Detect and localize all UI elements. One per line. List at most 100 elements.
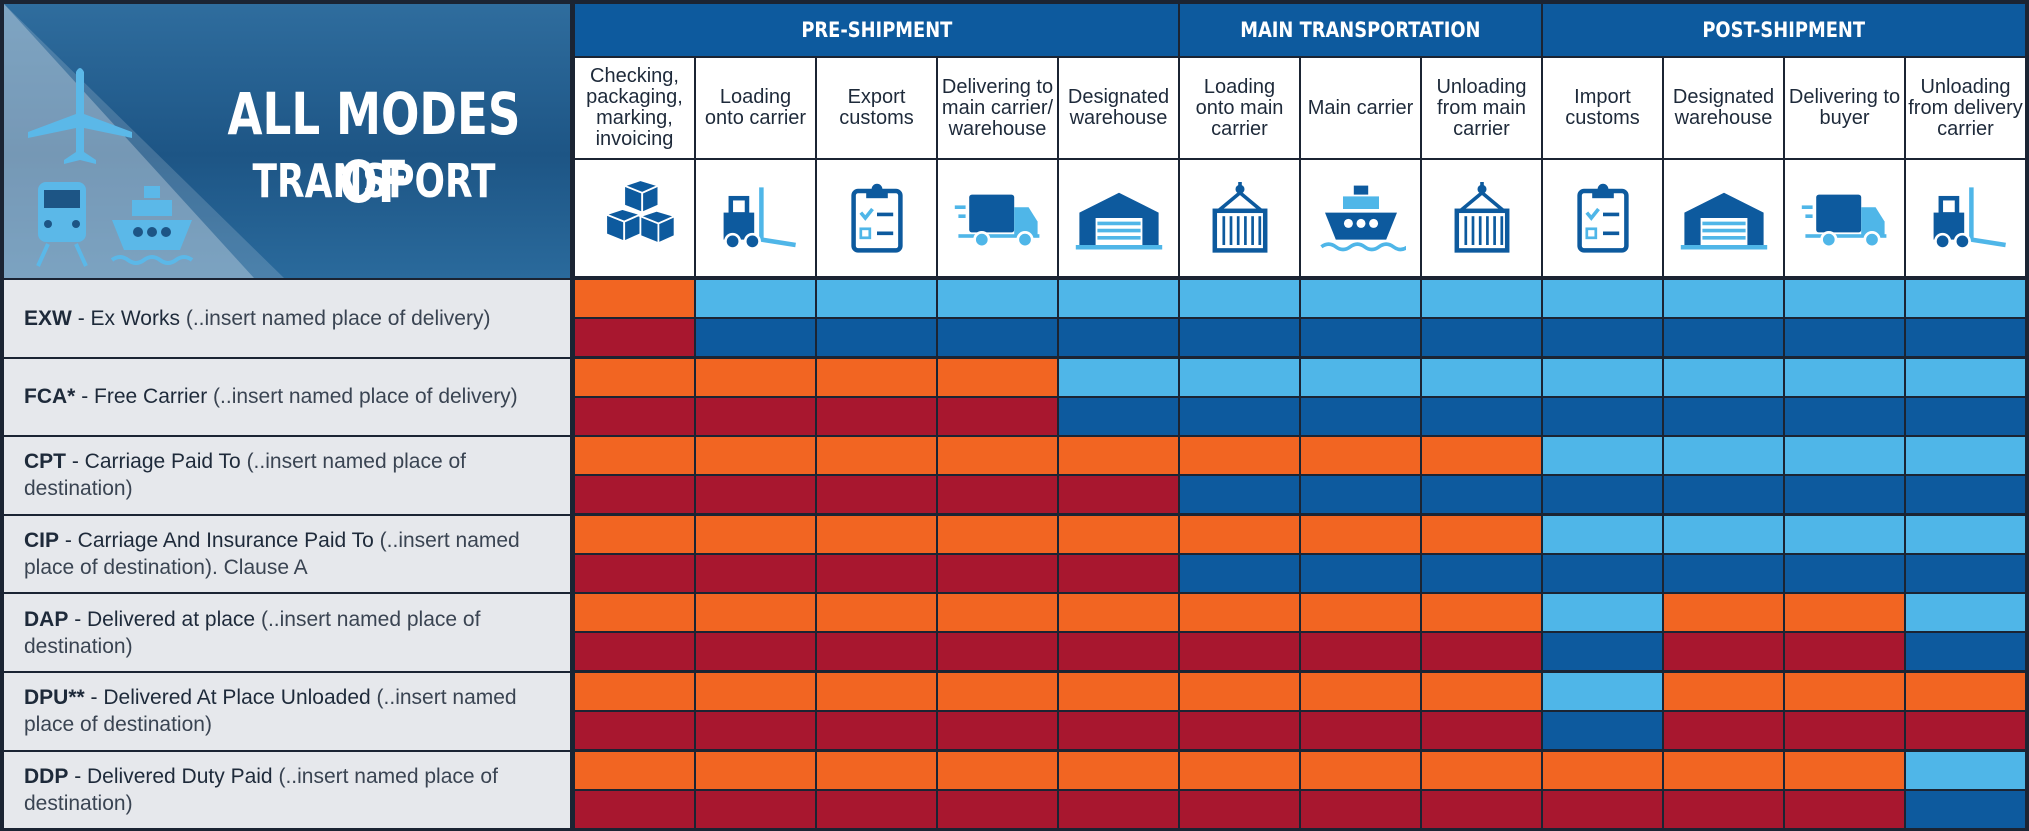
term-name: - Carriage Paid To	[71, 450, 241, 474]
cost-cell	[1422, 790, 1541, 828]
cost-cell	[817, 319, 936, 356]
boxes-icon	[590, 178, 680, 258]
term-code: DDP	[24, 764, 69, 788]
cost-cell	[1059, 790, 1178, 828]
cost-cell	[1180, 319, 1299, 356]
cost-cell	[1301, 633, 1420, 671]
cost-cell	[938, 319, 1057, 356]
group-label: PRE-SHIPMENT	[800, 18, 953, 42]
risk-cell	[817, 358, 936, 396]
column-label: Unloading from delivery carrier	[1906, 58, 2025, 158]
risk-cell	[1543, 515, 1662, 553]
cost-cell	[1422, 397, 1541, 435]
risk-cell	[696, 437, 815, 475]
risk-cell	[1543, 437, 1662, 475]
cost-cell	[1664, 476, 1783, 514]
cost-cell	[817, 790, 936, 828]
risk-cell	[1543, 594, 1662, 632]
clipboard-icon	[1558, 178, 1648, 258]
cost-cell	[938, 712, 1057, 749]
cost-cell	[817, 633, 936, 671]
cost-cell	[1543, 554, 1662, 592]
term-detail: (..insert named place of destination)	[24, 450, 467, 501]
column-header: PRE-SHIPMENT MAIN TRANSPORTATION POST-SH…	[575, 4, 2025, 276]
warehouse-icon	[1074, 178, 1164, 258]
term-text: CPT - Carriage Paid To (..insert named p…	[24, 448, 556, 502]
truck-icon	[953, 178, 1043, 258]
risk-cell	[1180, 280, 1299, 317]
column-label: Delivering to main carrier/ warehouse	[938, 58, 1057, 158]
group-label: MAIN TRANSPORTATION	[1240, 18, 1481, 42]
cost-cell	[1422, 476, 1541, 514]
cost-cell	[1664, 790, 1783, 828]
risk-cell	[938, 358, 1057, 396]
risk-cell	[1906, 358, 2025, 396]
term-code: CPT	[24, 450, 66, 474]
term-detail: (..insert named place of delivery)	[213, 385, 518, 409]
risk-cell	[696, 594, 815, 632]
cost-cell	[1180, 397, 1299, 435]
risk-cell	[817, 673, 936, 710]
column-label: Checking, packaging, marking, invoicing	[575, 58, 694, 158]
risk-cell	[575, 437, 694, 475]
risk-cell	[1785, 280, 1904, 317]
term-label: CPT - Carriage Paid To (..insert named p…	[4, 437, 570, 514]
risk-cell	[1059, 515, 1178, 553]
risk-cell	[1543, 280, 1662, 317]
group-label: POST-SHIPMENT	[1702, 18, 1866, 42]
cost-cell	[1785, 476, 1904, 514]
risk-cell	[938, 437, 1057, 475]
column-label: Designated warehouse	[1059, 58, 1178, 158]
term-text: CIP - Carriage And Insurance Paid To (..…	[24, 527, 556, 581]
group-header: PRE-SHIPMENT	[575, 4, 1178, 56]
risk-cell	[938, 280, 1057, 317]
risk-cell	[817, 280, 936, 317]
cost-cell	[1543, 712, 1662, 749]
risk-cell	[1543, 673, 1662, 710]
risk-cell	[696, 673, 815, 710]
term-code: DPU**	[24, 686, 85, 710]
cost-cell	[1906, 633, 2025, 671]
term-name: - Ex Works	[77, 306, 180, 330]
risk-cell	[1059, 673, 1178, 710]
cost-cell	[1059, 633, 1178, 671]
title-panel: ALL MODES OF TRANSPORT	[4, 4, 570, 278]
risk-cell	[938, 673, 1057, 710]
cost-cell	[1422, 633, 1541, 671]
cost-cell	[938, 554, 1057, 592]
cost-cell	[1059, 476, 1178, 514]
cost-cell	[1906, 476, 2025, 514]
cost-cell	[1422, 319, 1541, 356]
risk-cell	[1180, 358, 1299, 396]
risk-cell	[817, 437, 936, 475]
cost-cell	[696, 712, 815, 749]
cost-cell	[575, 554, 694, 592]
group-header: MAIN TRANSPORTATION	[1180, 4, 1541, 56]
risk-cell	[1422, 437, 1541, 475]
forklift-icon	[1921, 178, 2011, 258]
term-text: EXW - Ex Works (..insert named place of …	[24, 305, 490, 332]
cost-cell	[817, 712, 936, 749]
term-text: FCA* - Free Carrier (..insert named plac…	[24, 383, 518, 410]
term-label: FCA* - Free Carrier (..insert named plac…	[4, 358, 570, 436]
risk-cell	[1664, 515, 1783, 553]
column-label: Loading onto main carrier	[1180, 58, 1299, 158]
cost-cell	[1059, 712, 1178, 749]
risk-cell	[817, 751, 936, 789]
term-text: DAP - Delivered at place (..insert named…	[24, 606, 556, 660]
risk-cell	[1664, 280, 1783, 317]
cost-cell	[1301, 554, 1420, 592]
risk-cell	[575, 751, 694, 789]
cost-cell	[1664, 554, 1783, 592]
risk-cell	[1664, 594, 1783, 632]
term-code: FCA*	[24, 385, 76, 409]
cost-cell	[1664, 319, 1783, 356]
risk-cell	[1301, 673, 1420, 710]
risk-cell	[1906, 437, 2025, 475]
risk-cell	[1301, 358, 1420, 396]
risk-cell	[1301, 594, 1420, 632]
truck-icon	[1800, 178, 1890, 258]
risk-cell	[1785, 358, 1904, 396]
cost-cell	[1301, 790, 1420, 828]
cost-cell	[938, 397, 1057, 435]
